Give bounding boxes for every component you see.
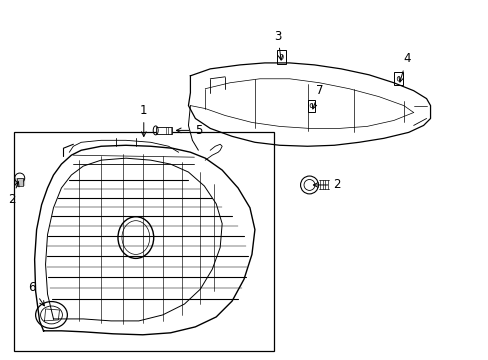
Text: 2: 2 [313,179,340,192]
Bar [155,127,171,134]
Bar [17,178,22,186]
Text: 6: 6 [28,281,44,306]
Bar [277,50,285,64]
Text: 4: 4 [398,53,409,82]
Text: 2: 2 [8,182,19,206]
Bar [393,72,403,85]
Text: 3: 3 [273,30,282,60]
Text: 1: 1 [140,104,147,136]
Text: 7: 7 [311,84,323,109]
Bar [14,132,273,351]
Bar [307,100,315,112]
Text: 5: 5 [176,124,202,137]
